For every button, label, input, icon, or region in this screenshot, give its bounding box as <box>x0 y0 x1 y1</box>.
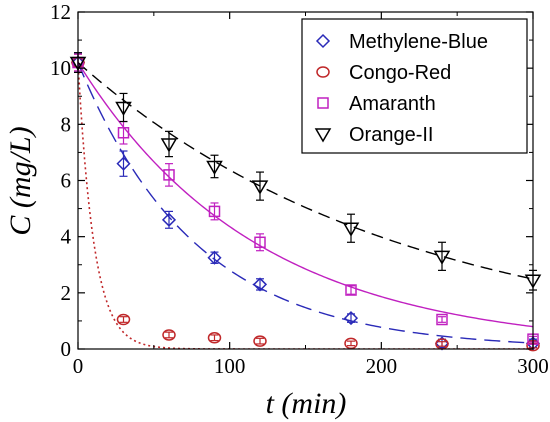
fit-curve-methylene-blue <box>78 62 533 344</box>
data-point <box>253 335 267 347</box>
data-point <box>206 160 223 175</box>
legend-label: Congo-Red <box>349 62 451 84</box>
data-point <box>207 332 222 344</box>
data-point <box>345 284 357 296</box>
axes: 0 100 200 300 0 2 4 6 8 10 12 <box>50 0 549 378</box>
data-point <box>251 180 269 195</box>
x-tick-label: 200 <box>366 354 398 378</box>
legend-box <box>301 18 528 154</box>
legend-label: Orange-II <box>349 124 433 146</box>
legend-marker <box>317 97 329 109</box>
y-axis-title: C (mg/L) <box>4 126 37 235</box>
data-point <box>115 101 132 116</box>
data-point <box>254 236 266 249</box>
data-point <box>116 313 131 326</box>
y-tick-label: 12 <box>50 0 71 24</box>
data-point <box>344 337 358 350</box>
data-point <box>436 313 448 326</box>
data-point <box>433 250 451 265</box>
data-point <box>252 277 268 292</box>
legend-marker <box>315 33 331 49</box>
data-point <box>342 222 360 237</box>
data-point <box>160 138 178 153</box>
x-tick-label: 300 <box>517 354 549 378</box>
data-point <box>116 156 131 171</box>
y-tick-label: 10 <box>50 56 71 80</box>
fit-curve-amaranth <box>78 62 533 328</box>
y-tick-label: 2 <box>61 281 72 305</box>
y-tick-label: 6 <box>61 169 72 193</box>
legend-label: Methylene-Blue <box>349 31 488 53</box>
x-tick-label: 100 <box>214 354 246 378</box>
y-tick-label: 0 <box>61 337 72 361</box>
legend-marker <box>314 128 332 143</box>
fit-curve-orange-ii <box>78 62 533 280</box>
x-axis-title: t (min) <box>266 387 347 420</box>
data-point <box>207 250 222 265</box>
data-point <box>162 329 176 341</box>
legend-marker <box>316 66 330 78</box>
data-point <box>117 127 130 139</box>
y-tick-label: 4 <box>61 225 72 249</box>
y-tick-label: 8 <box>61 112 72 136</box>
data-point <box>163 169 175 181</box>
data-point <box>343 311 359 326</box>
x-tick-label: 0 <box>73 354 84 378</box>
data-point <box>161 212 177 227</box>
legend: Methylene-Blue Congo-Red Amaranth Orange-II <box>301 18 528 154</box>
legend-label: Amaranth <box>349 93 436 115</box>
data-point <box>208 205 221 218</box>
